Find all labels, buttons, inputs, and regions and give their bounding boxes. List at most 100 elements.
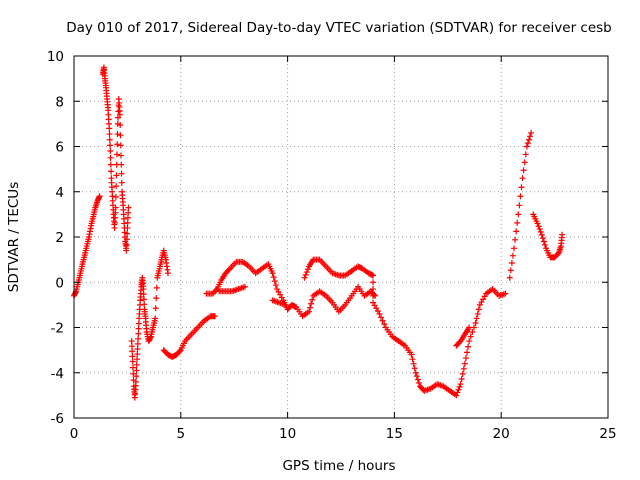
data-point (116, 111, 123, 118)
data-point (521, 159, 528, 166)
data-point (507, 267, 514, 274)
data-point (117, 122, 124, 129)
data-series (71, 64, 566, 401)
data-point (225, 266, 232, 273)
data-point (519, 175, 526, 182)
data-point (134, 351, 141, 358)
data-point (455, 386, 462, 393)
data-point (458, 375, 465, 382)
data-point (135, 335, 142, 342)
y-tick-label: 6 (55, 140, 64, 156)
data-point (107, 161, 114, 168)
data-point (282, 301, 289, 308)
data-point (135, 320, 142, 327)
data-point (513, 228, 520, 235)
data-point (106, 125, 113, 132)
data-point (515, 211, 522, 218)
data-point (213, 287, 220, 294)
data-point (135, 330, 142, 337)
x-axis-label: GPS time / hours (282, 458, 395, 474)
data-point (506, 274, 513, 281)
data-point (409, 356, 416, 363)
data-point (466, 338, 473, 345)
data-point (307, 304, 314, 311)
axis-ticks: 0 5 10 15 20 25 -6 -4 -2 0 2 4 6 8 10 (47, 49, 617, 442)
data-point (305, 308, 312, 315)
data-point (523, 143, 530, 150)
data-point (473, 315, 480, 322)
x-tick-label: 0 (70, 426, 79, 442)
data-point (128, 343, 135, 350)
data-point (124, 214, 131, 221)
data-point (114, 131, 121, 138)
data-point (464, 349, 471, 356)
data-point (133, 361, 140, 368)
data-point (461, 360, 468, 367)
data-point (271, 278, 278, 285)
data-point (512, 236, 519, 243)
y-tick-label: 10 (47, 49, 64, 65)
data-point (469, 329, 476, 336)
data-point (123, 236, 130, 243)
data-point (125, 204, 132, 211)
data-point (118, 179, 125, 186)
data-point (459, 370, 466, 377)
data-point (133, 367, 140, 374)
y-tick-label: -6 (51, 411, 64, 427)
data-point (520, 167, 527, 174)
data-point (474, 310, 481, 317)
grid-lines (74, 56, 608, 418)
data-point (379, 317, 386, 324)
data-point (528, 129, 535, 136)
y-tick-label: 4 (55, 185, 64, 201)
data-point (129, 353, 136, 360)
data-point (96, 193, 103, 200)
data-point (117, 132, 124, 139)
data-point (415, 379, 422, 386)
data-point (112, 193, 119, 200)
data-point (106, 131, 113, 138)
x-tick-label: 10 (279, 426, 296, 442)
y-tick-label: -4 (51, 366, 64, 382)
data-point (107, 142, 114, 149)
data-point (241, 283, 248, 290)
data-point (534, 220, 541, 227)
data-point (370, 279, 377, 286)
data-point (517, 193, 524, 200)
data-point (376, 310, 383, 317)
data-point (465, 343, 472, 350)
data-point (117, 152, 124, 159)
data-point (134, 356, 141, 363)
data-point (124, 230, 131, 237)
data-point (118, 161, 125, 168)
data-point (516, 202, 523, 209)
data-point (133, 373, 140, 380)
data-point (511, 245, 518, 252)
data-point (153, 295, 160, 302)
data-point (540, 238, 547, 245)
data-point (112, 209, 119, 216)
data-point (535, 223, 542, 230)
x-tick-label: 25 (599, 426, 616, 442)
x-tick-label: 15 (386, 426, 403, 442)
data-point (140, 296, 147, 303)
data-point (118, 170, 125, 177)
data-point (134, 340, 141, 347)
data-point (113, 183, 120, 190)
data-point (414, 376, 421, 383)
data-point (475, 306, 482, 313)
data-point (370, 292, 377, 299)
data-point (106, 136, 113, 143)
data-point (308, 300, 315, 307)
data-point (309, 296, 316, 303)
data-point (112, 214, 119, 221)
x-tick-label: 5 (177, 426, 186, 442)
data-point (269, 270, 276, 277)
data-point (412, 369, 419, 376)
data-point (111, 224, 118, 231)
data-point (539, 235, 546, 242)
data-point (538, 231, 545, 238)
data-point (114, 141, 121, 148)
data-point (129, 358, 136, 365)
y-axis-label: SDTVAR / TECUs (6, 182, 22, 292)
